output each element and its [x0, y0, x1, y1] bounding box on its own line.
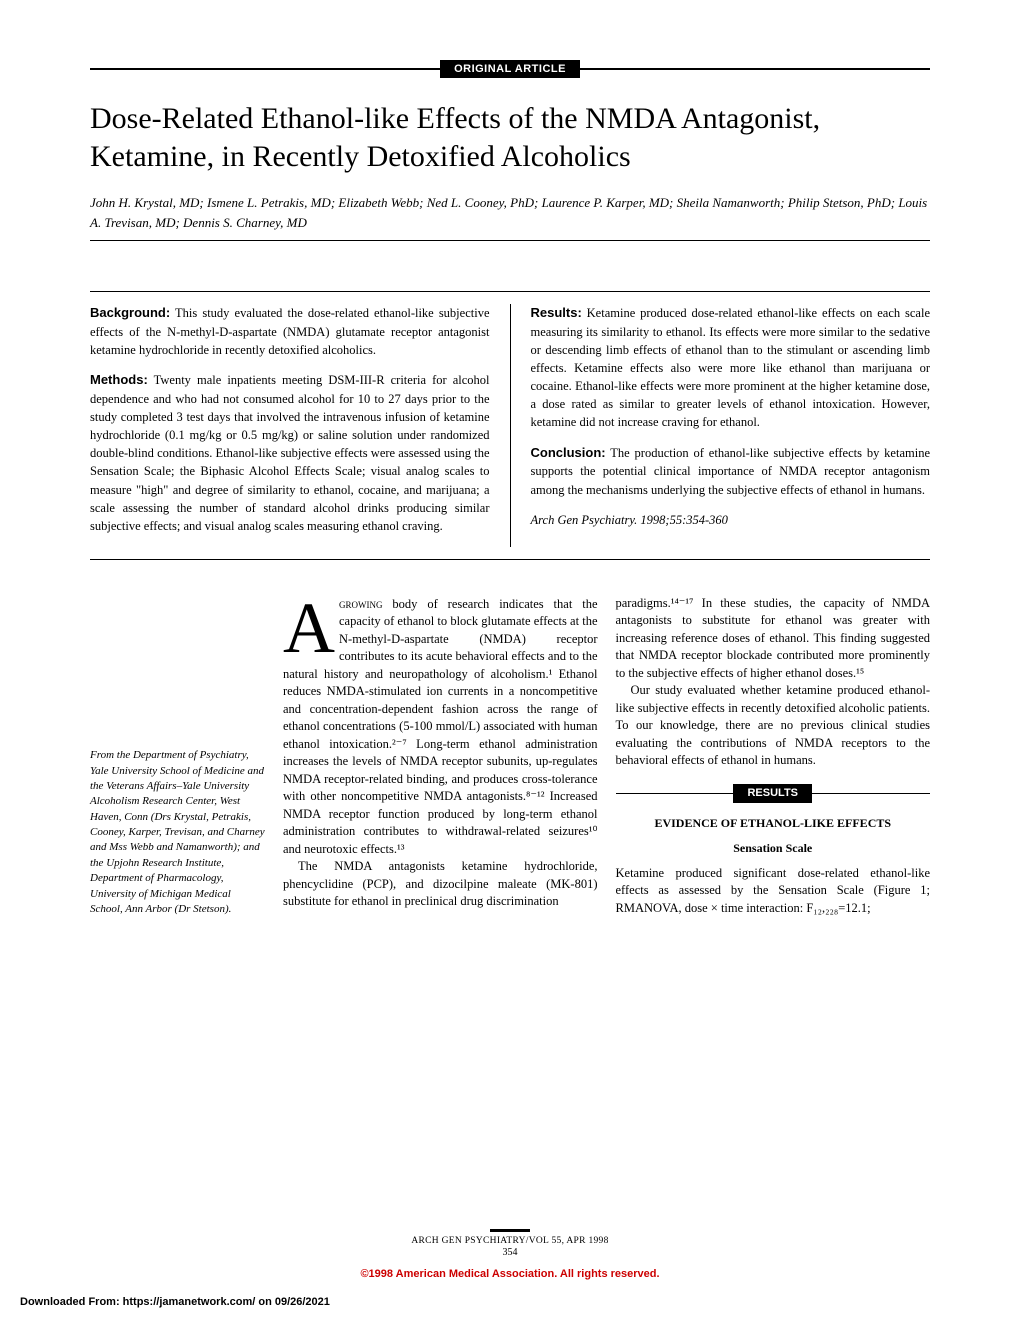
- subsection-evidence: EVIDENCE OF ETHANOL-LIKE EFFECTS: [616, 815, 931, 832]
- results-header-label: RESULTS: [733, 784, 812, 803]
- footer-copyright: ©1998 American Medical Association. All …: [0, 1268, 1020, 1280]
- body-text-col2: paradigms.¹⁴⁻¹⁷ In these studies, the ca…: [616, 595, 931, 917]
- affiliation-column: From the Department of Psychiatry, Yale …: [90, 595, 265, 917]
- abstract-results-text: Ketamine produced dose-related ethanol-l…: [531, 306, 931, 429]
- footer-page-number: 354: [0, 1247, 1020, 1258]
- subsection-sensation: Sensation Scale: [616, 840, 931, 857]
- abstract-methods-text: Twenty male inpatients meeting DSM-III-R…: [90, 373, 490, 533]
- footer-rule: [490, 1229, 530, 1232]
- page-footer: ARCH GEN PSYCHIATRY/VOL 55, APR 1998 354…: [0, 1229, 1020, 1280]
- authors-line: John H. Krystal, MD; Ismene L. Petrakis,…: [90, 193, 930, 232]
- authors-rule: [90, 240, 930, 241]
- body-col2-p3: Ketamine produced significant dose-relat…: [616, 865, 931, 918]
- abstract-citation: Arch Gen Psychiatry. 1998;55:354-360: [531, 511, 931, 529]
- smallcaps-lead: growing: [339, 596, 383, 611]
- download-note: Downloaded From: https://jamanetwork.com…: [20, 1296, 330, 1308]
- abstract-right-column: Results: Ketamine produced dose-related …: [531, 304, 931, 547]
- footer-journal: ARCH GEN PSYCHIATRY/VOL 55, APR 1998: [0, 1236, 1020, 1246]
- body-col1-p2: The NMDA antagonists ketamine hydrochlor…: [283, 858, 598, 911]
- abstract-block: Background: This study evaluated the dos…: [90, 291, 930, 560]
- abstract-results-label: Results:: [531, 305, 582, 320]
- body-col2-p1: paradigms.¹⁴⁻¹⁷ In these studies, the ca…: [616, 595, 931, 683]
- abstract-left-column: Background: This study evaluated the dos…: [90, 304, 490, 547]
- abstract-methods-label: Methods:: [90, 372, 148, 387]
- affiliation-text: From the Department of Psychiatry, Yale …: [90, 748, 265, 917]
- body-text-col1: Agrowing body of research indicates that…: [283, 595, 598, 917]
- article-type-banner: ORIGINAL ARTICLE: [90, 60, 930, 78]
- article-title: Dose-Related Ethanol-like Effects of the…: [90, 100, 930, 175]
- abstract-background-label: Background:: [90, 305, 170, 320]
- article-type-label: ORIGINAL ARTICLE: [440, 60, 580, 78]
- body-col2-p2: Our study evaluated whether ketamine pro…: [616, 682, 931, 770]
- dropcap: A: [283, 601, 335, 656]
- body-area: From the Department of Psychiatry, Yale …: [90, 595, 930, 917]
- abstract-divider: [510, 304, 511, 547]
- abstract-conclusion-label: Conclusion:: [531, 445, 606, 460]
- results-section-header: RESULTS: [616, 784, 931, 803]
